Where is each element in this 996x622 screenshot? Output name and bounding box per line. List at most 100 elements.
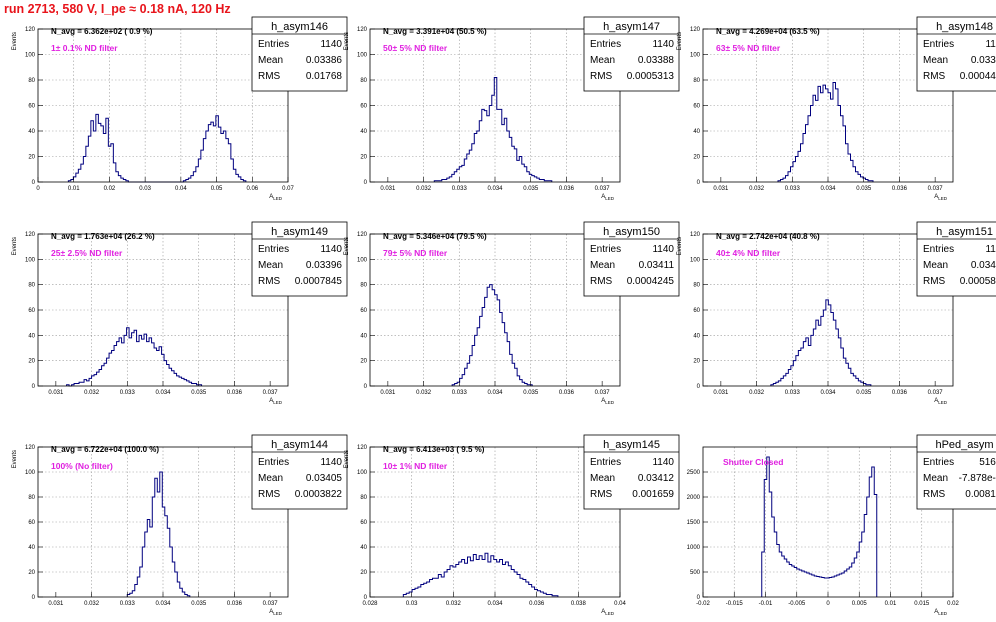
stats-box: h_asym145 Entries 1140 Mean 0.03412 RMS 0.0016… [583,434,680,510]
y-tick-label: 0 [697,180,701,186]
x-tick-label: 0.035 [523,186,539,192]
y-tick-label: 120 [25,445,36,451]
filter-annotation: 25± 2.5% ND filter [51,248,123,258]
y-tick-label: 120 [357,27,368,33]
y-tick-label: 60 [28,308,35,314]
y-tick-label: 100 [357,53,368,59]
stats-title: h_asym145 [603,439,660,451]
y-tick-label: 80 [28,495,35,501]
x-tick-label: 0.03 [139,186,151,192]
stats-key-entries: Entries [258,39,289,50]
stats-box: h_asym151 Entries 1140 Mean 0.03407 RMS 0.0005… [916,221,996,297]
y-tick-label: 1500 [687,520,701,526]
histogram-panel-h_asym150: 0.031 0.032 0.033 0.034 0.035 0.036 0.037 0 20 40… [344,221,680,405]
run-title: run 2713, 580 V, I_pe ≈ 0.18 nA, 120 Hz [4,2,231,16]
stats-value-rms: 0.008167 [965,489,996,500]
x-tick-label: 0.028 [362,601,378,607]
y-tick-label: 0 [32,384,36,390]
stats-value-rms: 0.0007845 [295,276,343,287]
stats-box-frame [916,16,996,92]
stats-key-entries: Entries [590,39,621,50]
y-tick-label: 2500 [687,470,701,476]
filter-annotation: Shutter Closed [723,457,783,467]
histogram-line [66,327,203,387]
x-tick-label: 0.02 [104,186,116,192]
x-tick-label: 0.05 [211,186,223,192]
stats-value-mean: 0.03396 [971,55,996,66]
x-tick-label: 0.032 [446,601,462,607]
y-axis-title: Events [344,450,350,468]
y-tick-label: 500 [690,570,701,576]
y-tick-label: 60 [360,520,367,526]
stats-box: h_asym147 Entries 1140 Mean 0.03388 RMS 0.0005… [583,16,680,92]
histogram-line [433,76,553,182]
y-tick-label: 80 [28,78,35,84]
stats-key-rms: RMS [590,489,613,500]
stats-value-mean: 0.03386 [306,55,343,66]
stats-key-rms: RMS [590,276,613,287]
y-tick-label: 60 [28,520,35,526]
histogram-line [451,284,533,386]
navg-label: N_avg = 6.722e+04 (100.0 %) [51,445,159,454]
x-tick-label: 0.036 [227,601,243,607]
x-tick-label: 0.033 [120,601,136,607]
y-tick-label: 20 [28,359,35,365]
y-tick-label: 100 [690,53,701,59]
stats-key-mean: Mean [923,55,948,66]
x-tick-label: 0.035 [523,390,539,396]
stats-value-rms: 0.0004245 [627,276,675,287]
x-tick-label: 0.035 [191,601,207,607]
filter-annotation: 100% (No filter) [51,461,113,471]
stats-key-mean: Mean [258,473,283,484]
x-tick-label: 0.037 [928,186,944,192]
y-tick-label: 40 [360,545,367,551]
x-tick-label: 0.033 [785,186,801,192]
y-tick-label: 60 [693,104,700,110]
stats-value-mean: 0.03388 [638,55,675,66]
y-tick-label: 100 [25,53,36,59]
y-tick-label: 120 [25,27,36,33]
stats-value-entries: 1140 [320,457,342,468]
x-tick-label: 0.034 [820,186,836,192]
x-tick-label: 0.032 [749,390,765,396]
x-tick-label: 0.04 [614,601,626,607]
x-tick-label: 0.036 [529,601,545,607]
y-tick-label: 120 [357,232,368,238]
y-tick-label: 20 [360,570,367,576]
x-tick-label: 0.032 [749,186,765,192]
stats-key-mean: Mean [923,260,948,271]
y-axis-title: Events [677,32,683,50]
histogram-panel-hPed_asym: -0.02 -0.015 -0.01 -0.005 0 0.005 0.01 0.015 0.0… [687,434,996,616]
y-axis-title: Events [344,32,350,50]
y-tick-label: 120 [690,232,701,238]
y-tick-label: 0 [697,595,701,601]
y-tick-label: 80 [28,283,35,289]
stats-box-frame [916,434,996,510]
navg-label: N_avg = 4.269e+04 (63.5 %) [716,27,820,36]
y-tick-label: 20 [693,155,700,161]
x-tick-label: 0.005 [852,601,868,607]
navg-label: N_avg = 3.391e+04 (50.5 %) [383,27,487,36]
x-tick-label: 0.036 [892,390,908,396]
y-tick-label: 20 [360,359,367,365]
x-tick-label: 0.031 [48,601,64,607]
filter-annotation: 50± 5% ND filter [383,43,448,53]
stats-title: h_asym150 [603,226,660,238]
stats-value-mean: 0.03412 [638,473,675,484]
x-axis-title: ALED [601,609,615,616]
x-tick-label: 0.033 [120,390,136,396]
stats-value-rms: 0.0005818 [960,276,996,287]
y-tick-label: 120 [25,232,36,238]
histogram-panel-h_asym144: 0.031 0.032 0.033 0.034 0.035 0.036 0.037 0 20 40… [12,434,348,616]
x-tick-label: 0.033 [785,390,801,396]
x-tick-label: 0.031 [713,186,729,192]
x-tick-label: 0.037 [263,601,279,607]
stats-box-frame [251,434,348,510]
histogram-panel-h_asym146: 0 0.01 0.02 0.03 0.04 0.05 0.06 0.07 0 20 40 60 80 10… [12,16,348,201]
stats-key-mean: Mean [590,55,615,66]
x-tick-label: -0.005 [788,601,806,607]
stats-value-rms: 0.0005313 [627,71,675,82]
y-tick-label: 60 [693,308,700,314]
y-tick-label: 0 [364,384,368,390]
stats-box-frame [916,221,996,297]
